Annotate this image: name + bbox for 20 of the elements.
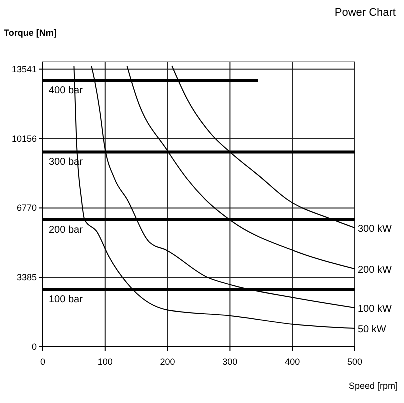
series-label: 100 bar	[49, 294, 84, 306]
y-tick-label: 10156	[12, 134, 37, 144]
x-tick-label: 300	[222, 357, 238, 367]
x-tick-label: 400	[285, 357, 300, 367]
x-tick-label: 200	[160, 357, 176, 367]
x-axis-title: Speed [rpm]	[348, 381, 398, 391]
series-label: 100 kW	[358, 304, 392, 316]
y-axis-title: Torque [Nm]	[4, 28, 57, 38]
x-tick-label: 0	[40, 357, 46, 367]
y-tick-label: 13541	[12, 64, 37, 74]
y-tick-label: 3385	[16, 272, 37, 283]
series-label: 300 kW	[358, 224, 392, 236]
y-tick-label: 0	[32, 342, 37, 352]
x-tick-label: 100	[98, 357, 113, 367]
y-tick-label: 6770	[16, 203, 37, 214]
series-label: 50 kW	[358, 324, 387, 336]
x-tick-label: 500	[347, 357, 363, 367]
series-label: 200 kW	[358, 265, 392, 276]
series-label: 200 bar	[49, 224, 84, 236]
chart-title: Power Chart	[334, 7, 396, 19]
